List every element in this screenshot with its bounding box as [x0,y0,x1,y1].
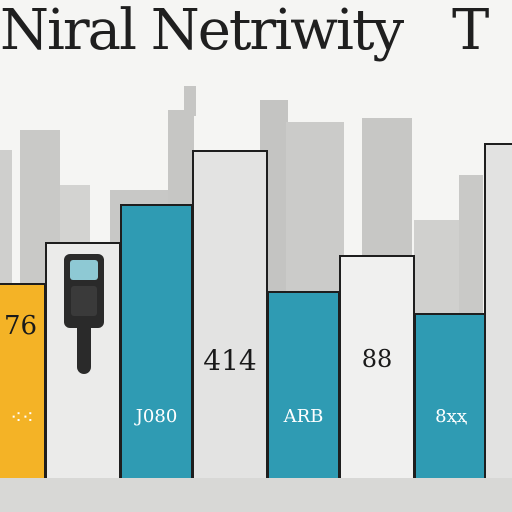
bar-5-bottom-label: ARB [283,406,324,427]
bar-4: 414 [192,150,268,478]
bar-3: Ј080 [120,204,193,478]
bar-6: 88 [339,255,415,478]
bar-7-bottom-label: 8ҳҳ [435,406,467,427]
device-keypad [71,286,97,316]
device-handle [77,328,91,374]
bar-5: ARB [267,291,340,478]
skyline-spire-1 [184,86,196,116]
bar-1-bottom-label: ⁖⁖ [10,405,34,429]
bar-4-top-label: 414 [203,344,257,377]
bar-7: 8ҳҳ [414,313,488,478]
title-text-cut: T [452,0,489,62]
page-title: Niral Netriwity T [0,0,512,62]
bar-3-bottom-label: Ј080 [135,406,178,427]
bar-1-top-label: 76 [4,311,38,341]
bar-1: 76 ⁖⁖ [0,283,46,478]
ground-strip [0,478,512,512]
bar-8 [484,143,512,478]
handheld-meter-icon [64,254,104,328]
bar-6-top-label: 88 [361,345,393,373]
title-text: Niral Netriwity [0,0,404,62]
device-screen [70,260,98,280]
